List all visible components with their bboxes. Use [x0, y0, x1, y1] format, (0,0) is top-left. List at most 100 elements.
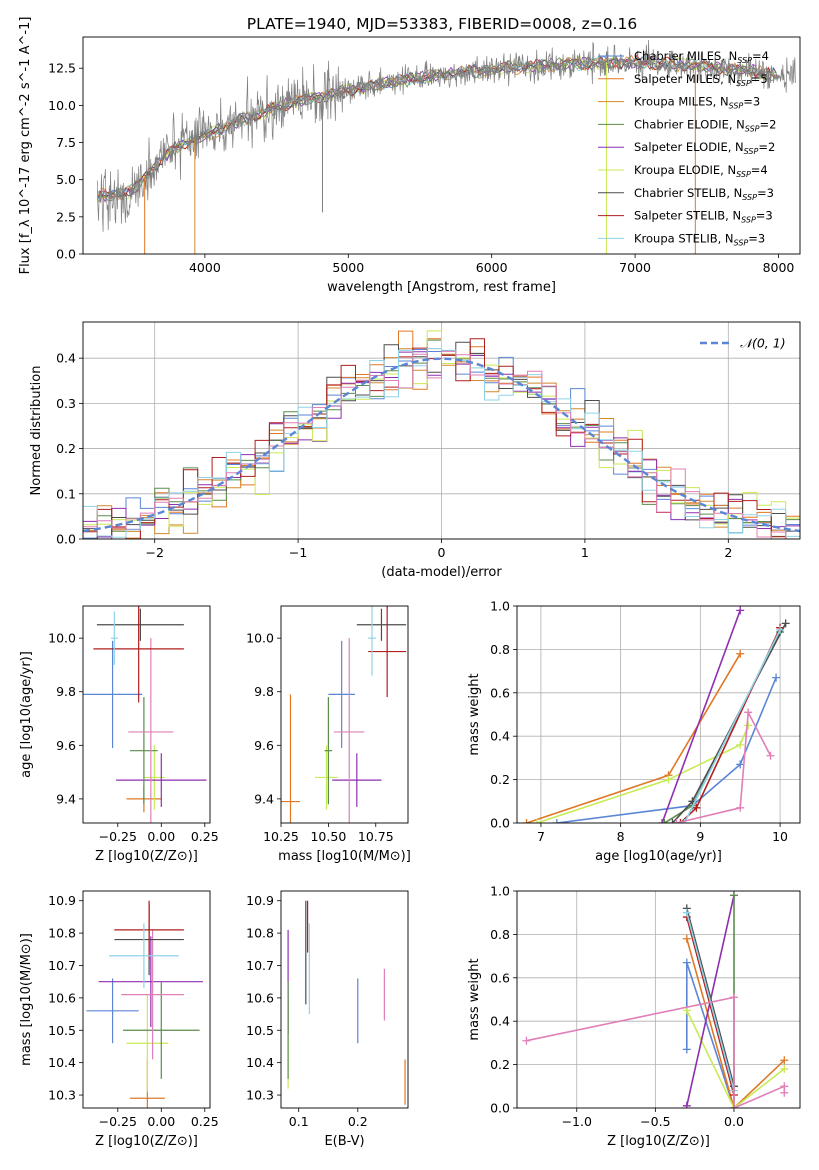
- y-tick-label: 10.9: [48, 893, 76, 908]
- y-axis-label: Normed distribution: [29, 366, 44, 496]
- weight-marker: [736, 740, 745, 749]
- legend-sub: SSP: [736, 79, 751, 88]
- x-tick-label: 0.25: [191, 829, 219, 844]
- y-tick-label: 10.6: [246, 990, 274, 1005]
- y-tick-label: 0.4: [490, 729, 510, 744]
- x-tick-label: −1: [289, 545, 307, 560]
- x-tick-label: −0.5: [640, 1114, 670, 1129]
- weight-marker: [672, 819, 681, 823]
- weight-marker: [776, 625, 785, 634]
- y-tick-label: 10.9: [246, 893, 274, 908]
- axes-frame: [82, 36, 801, 255]
- weight-line: [556, 677, 777, 823]
- weight-line: [686, 916, 735, 1096]
- axes-frame: [280, 605, 409, 824]
- x-tick-label: 1: [581, 545, 589, 560]
- x-tick-label: −2: [145, 545, 163, 560]
- legend-label: Chabrier MILES, NSSP=4: [634, 49, 769, 65]
- weight-marker: [736, 606, 745, 615]
- weight-vs-z-panel: −1.0 −0.5 0.0 0.0 0.2 0.4 0.6 0.8 1.0 Z [log10(Z/…: [467, 884, 801, 1149]
- weight-marker: [522, 1036, 531, 1045]
- legend-label: Kroupa ELODIE, NSSP=4: [634, 163, 768, 179]
- weight-marker: [766, 751, 775, 760]
- legend-text: Salpeter MILES, N: [634, 72, 736, 86]
- weight-marker: [736, 649, 745, 658]
- x-tick-label: 8: [617, 829, 625, 844]
- weight-marker: [552, 819, 561, 823]
- figure-title: PLATE=1940, MJD=53383, FIBERID=0008, z=0…: [247, 15, 637, 33]
- axes-frame: [82, 890, 211, 1109]
- weight-marker: [780, 1064, 789, 1073]
- legend-sub: SSP: [729, 102, 744, 111]
- y-tick-label: 2.5: [56, 209, 76, 224]
- weight-line: [686, 938, 785, 1108]
- weight-line: [676, 709, 772, 823]
- weight-marker: [781, 619, 790, 628]
- axes-frame: [280, 890, 409, 1109]
- residual-panel: −2 −1 0 1 2 0.0 0.1 0.2 0.3 0.4 (data-model)/error…: [29, 321, 801, 580]
- legend-count: =4: [752, 49, 769, 63]
- legend-sub: SSP: [741, 216, 756, 225]
- y-tick-label: 10.7: [48, 958, 76, 973]
- weight-marker: [729, 993, 738, 1002]
- legend-text: Kroupa ELODIE, N: [634, 163, 736, 177]
- legend-count: =3: [748, 231, 765, 245]
- y-tick-label: 10.3: [48, 1088, 76, 1103]
- legend-count: =4: [751, 163, 768, 177]
- y-tick-label: 0.2: [490, 772, 510, 787]
- legend-sub: SSP: [737, 56, 752, 65]
- y-tick-label: 0.4: [56, 351, 76, 366]
- age-vs-mass-panel: 10.25 10.50 10.75 9.4 9.6 9.8 10.0 mass [log10(…: [246, 605, 411, 864]
- x-axis-label: mass [log10(M/M⊙)]: [278, 849, 411, 864]
- y-tick-label: 0.0: [490, 816, 510, 831]
- histogram-step: [83, 350, 800, 539]
- legend-text: Chabrier STELIB, N: [634, 186, 742, 200]
- y-tick-label: 10.6: [48, 990, 76, 1005]
- y-tick-label: 10.4: [246, 1055, 274, 1070]
- weight-marker: [736, 760, 745, 769]
- plot-area: [96, 39, 796, 254]
- weight-line: [683, 629, 781, 823]
- weight-marker: [744, 721, 753, 730]
- legend-label: 𝒩(0, 1): [740, 336, 786, 351]
- x-tick-label: 8000: [763, 260, 795, 275]
- weight-marker: [682, 908, 691, 917]
- y-tick-label: 0.2: [56, 441, 76, 456]
- x-axis-label: Z [log10(Z/Z⊙)]: [607, 1134, 710, 1149]
- y-tick-label: 9.8: [254, 684, 274, 699]
- weight-marker: [660, 819, 669, 823]
- y-axis-label: Flux [f_λ 10^-17 erg cm^-2 s^-1 A^-1]: [18, 17, 33, 275]
- weight-line: [686, 962, 735, 1108]
- x-tick-label: −0.25: [99, 829, 137, 844]
- x-tick-label: 0.0: [724, 1114, 744, 1129]
- x-axis-label: Z [log10(Z/Z⊙)]: [95, 1134, 198, 1149]
- legend-sub: SSP: [736, 170, 751, 179]
- weight-marker: [658, 819, 667, 823]
- y-tick-label: 0.0: [56, 247, 76, 262]
- y-tick-label: 5.0: [56, 172, 76, 187]
- x-tick-label: 0.25: [191, 1114, 219, 1129]
- weight-vs-age-panel: 7 8 9 10 0.0 0.2 0.4 0.6 0.8 1.0 age [log10(age/yr…: [467, 599, 801, 864]
- legend-text: Kroupa STELIB, N: [634, 231, 734, 245]
- y-tick-label: 10.0: [48, 98, 76, 113]
- weight-marker: [772, 673, 781, 682]
- y-tick-label: 9.6: [56, 738, 76, 753]
- weight-marker: [668, 819, 677, 823]
- y-tick-label: 0.6: [490, 685, 510, 700]
- plot-area: [83, 606, 207, 823]
- y-tick-label: 10.5: [246, 1023, 274, 1038]
- weight-marker: [780, 1088, 789, 1097]
- legend-count: =3: [757, 186, 774, 200]
- y-axis-label: age [log10(age/yr)]: [19, 651, 34, 778]
- x-tick-label: 7: [537, 829, 545, 844]
- weight-marker: [682, 1101, 691, 1108]
- weight-marker: [522, 819, 531, 823]
- plot-area: [86, 900, 204, 1108]
- y-tick-label: 12.5: [48, 61, 76, 76]
- x-tick-label: 10.50: [310, 829, 346, 844]
- legend-label: Chabrier ELODIE, NSSP=2: [634, 117, 776, 133]
- axes-frame: [516, 605, 801, 824]
- weight-marker: [692, 803, 701, 812]
- legend-count: =2: [760, 117, 777, 131]
